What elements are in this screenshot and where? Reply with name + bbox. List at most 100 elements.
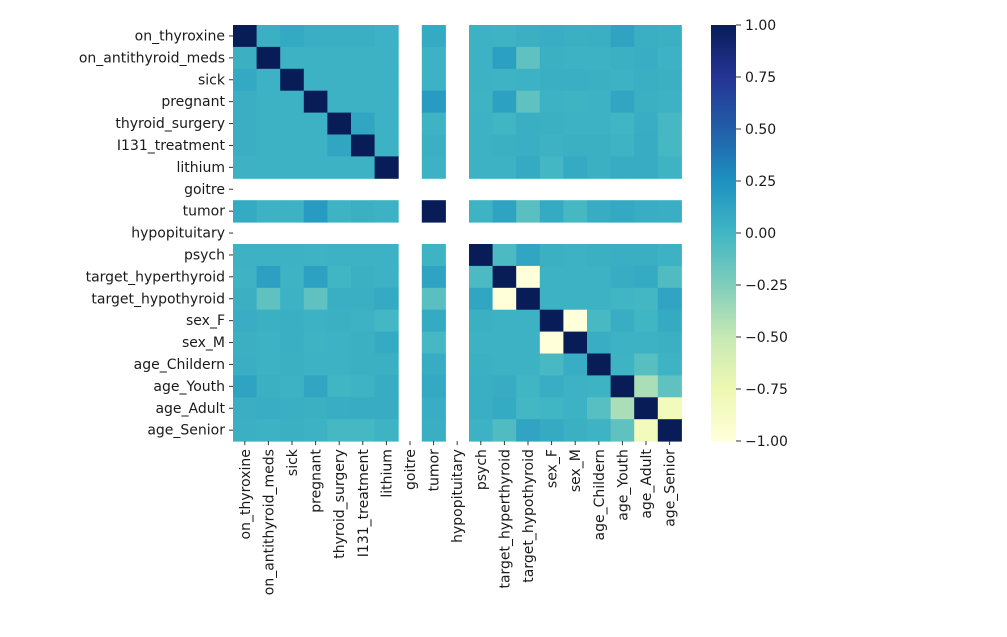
heatmap-cell — [351, 200, 376, 223]
heatmap-cell — [587, 265, 612, 289]
heatmap-cell — [539, 134, 564, 157]
heatmap-cell — [233, 90, 258, 114]
heatmap-cell — [421, 134, 446, 157]
heatmap-cell — [516, 68, 541, 92]
heatmap-cell — [516, 419, 541, 442]
heatmap-cell — [351, 309, 376, 333]
heatmap-cell — [469, 353, 494, 376]
x-tick-label: sick — [285, 448, 301, 476]
heatmap-cell — [469, 287, 494, 311]
heatmap-cell — [469, 112, 494, 135]
heatmap-cell — [421, 244, 446, 267]
x-tick-label: on_thyroxine — [238, 449, 254, 539]
y-tick-label: hypopituitary — [131, 226, 225, 242]
heatmap-cell — [469, 134, 494, 157]
y-tick-label: thyroid_surgery — [115, 116, 225, 132]
heatmap-cell — [492, 309, 517, 333]
heatmap-cell — [280, 90, 305, 114]
heatmap-cell — [469, 419, 494, 442]
heatmap-cell — [374, 265, 399, 289]
heatmap-cell — [657, 375, 682, 398]
x-tick-label: target_hyperthyroid — [497, 449, 513, 588]
heatmap-cells — [233, 25, 682, 442]
heatmap-cell — [421, 309, 446, 333]
heatmap-cell — [421, 265, 446, 289]
heatmap-cell — [280, 309, 305, 333]
heatmap-cell — [303, 90, 328, 114]
x-tick-label: thyroid_surgery — [332, 449, 348, 559]
heatmap-cell — [256, 200, 281, 223]
heatmap-cell — [539, 25, 564, 48]
x-tick-label: psych — [474, 449, 490, 490]
heatmap-cell — [374, 156, 399, 179]
heatmap-cell — [634, 265, 659, 289]
heatmap-cell — [492, 265, 517, 289]
heatmap-cell — [587, 90, 612, 114]
heatmap-cell — [539, 419, 564, 442]
heatmap-cell — [610, 397, 635, 420]
heatmap-cell — [374, 309, 399, 333]
heatmap-cell — [657, 309, 682, 333]
heatmap-cell — [256, 112, 281, 135]
heatmap-cell — [516, 331, 541, 354]
heatmap-cell — [351, 244, 376, 267]
heatmap-cell — [587, 25, 612, 48]
heatmap-cell — [587, 397, 612, 420]
heatmap-cell — [657, 156, 682, 179]
heatmap-cell — [351, 46, 376, 70]
heatmap-cell — [610, 90, 635, 114]
y-tick-label: pregnant — [161, 94, 225, 110]
heatmap-cell — [516, 25, 541, 48]
heatmap-cell — [563, 134, 588, 157]
x-tick-label: target_hypothyroid — [521, 449, 537, 583]
heatmap-cell — [327, 309, 352, 333]
heatmap-cell — [610, 68, 635, 92]
heatmap-cell — [610, 419, 635, 442]
heatmap-cell — [657, 244, 682, 267]
heatmap-cell — [516, 200, 541, 223]
heatmap-cell — [563, 46, 588, 70]
y-tick-label: sex_M — [182, 335, 225, 351]
y-tick-label: psych — [184, 247, 225, 263]
heatmap-cell — [657, 134, 682, 157]
heatmap-cell — [634, 419, 659, 442]
heatmap-cell — [256, 134, 281, 157]
heatmap-cell — [587, 68, 612, 92]
heatmap-cell — [634, 353, 659, 376]
heatmap-cell — [634, 331, 659, 354]
heatmap-cell — [256, 265, 281, 289]
heatmap-cell — [327, 25, 352, 48]
x-tick-label: goitre — [403, 449, 419, 490]
heatmap-cell — [539, 265, 564, 289]
y-tick-label: sex_F — [186, 313, 225, 329]
heatmap-cell — [516, 134, 541, 157]
y-tick-label: tumor — [183, 204, 226, 220]
heatmap-cell — [303, 309, 328, 333]
heatmap-cell — [657, 331, 682, 354]
y-tick-label: on_antithyroid_meds — [79, 50, 225, 66]
x-tick-label: age_Youth — [615, 449, 631, 521]
heatmap-cell — [657, 90, 682, 114]
heatmap-cell — [374, 46, 399, 70]
heatmap-cell — [303, 156, 328, 179]
heatmap-cell — [563, 265, 588, 289]
colorbar-tick-label: −0.25 — [745, 278, 788, 294]
heatmap-cell — [492, 353, 517, 376]
heatmap-cell — [421, 90, 446, 114]
heatmap-cell — [280, 200, 305, 223]
heatmap-cell — [610, 200, 635, 223]
heatmap-cell — [421, 419, 446, 442]
heatmap-cell — [539, 156, 564, 179]
colorbar-tick-label: −0.50 — [745, 330, 788, 346]
y-tick-label: age_Youth — [153, 379, 225, 395]
heatmap-cell — [563, 419, 588, 442]
heatmap-cell — [634, 309, 659, 333]
heatmap-cell — [469, 375, 494, 398]
heatmap-cell — [351, 25, 376, 48]
heatmap-cell — [327, 90, 352, 114]
heatmap-cell — [303, 112, 328, 135]
x-tick-label: sex_F — [545, 449, 561, 488]
